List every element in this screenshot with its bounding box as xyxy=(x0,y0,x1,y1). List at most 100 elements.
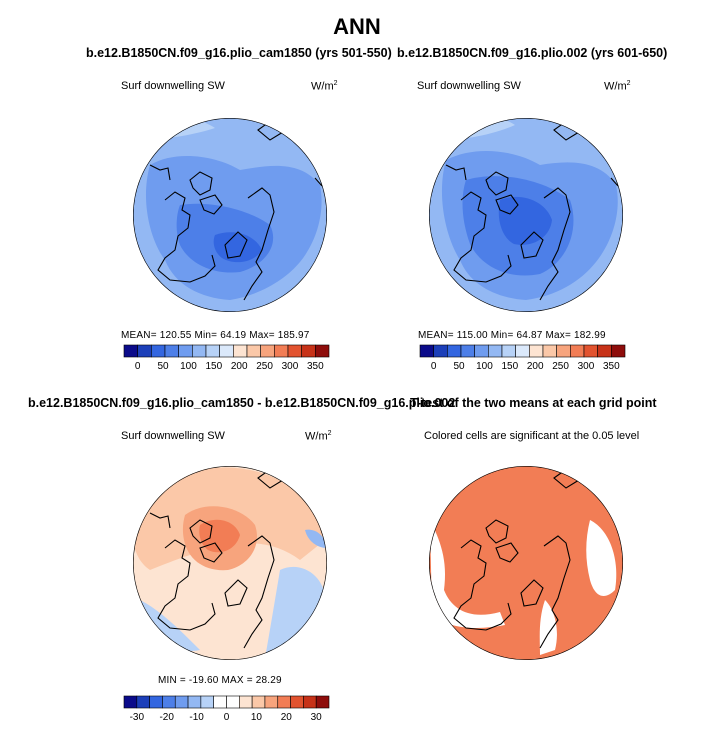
panel-2-colorbar: 0 50 100 150 200 250 300 350 xyxy=(419,344,626,372)
panel-3-coastlines xyxy=(149,466,286,649)
panel-3-colorbar-swatch xyxy=(315,695,330,709)
panel-2-colorbar-swatch xyxy=(570,344,585,358)
panel-2-colorbar-swatch xyxy=(611,344,626,358)
panel-2-colorbar-tick-label: 350 xyxy=(603,361,620,372)
panel-4-map xyxy=(429,466,623,660)
panel-3-colorbar-swatch xyxy=(123,695,138,709)
panel-1-colorbar-swatch xyxy=(123,344,138,358)
panel-1-colorbar-swatch xyxy=(178,344,193,358)
panel-3-colorbar-tick-label: -30 xyxy=(130,712,145,723)
panel-3-colorbar-swatch xyxy=(251,695,266,709)
panel-2-colorbar-swatch xyxy=(488,344,503,358)
panel-3-colorbar-tick-label: -10 xyxy=(189,712,204,723)
panel-2-variable-label: Surf downwelling SW xyxy=(417,80,521,92)
panel-1-colorbar-swatch xyxy=(137,344,152,358)
panel-2-colorbar-tick-label: 100 xyxy=(476,361,493,372)
panel-1-colorbar-tick-label: 200 xyxy=(231,361,248,372)
panel-2-colorbar-swatch xyxy=(515,344,530,358)
panel-3-colorbar-tick-label: 0 xyxy=(224,712,230,723)
panel-3-colorbar-swatch xyxy=(136,695,150,709)
panel-1-colorbar-swatch xyxy=(151,344,166,358)
panel-1-colorbar-tick-label: 100 xyxy=(180,361,197,372)
panel-1-colorbar-tick-label: 150 xyxy=(205,361,222,372)
panel-3-units: W/m2 xyxy=(305,430,332,443)
panel-2-colorbar-swatch xyxy=(501,344,516,358)
panel-2-colorbar-swatch xyxy=(542,344,557,358)
panel-2-colorbar-tick-label: 50 xyxy=(453,361,465,372)
panel-1-colorbar-tick-label: 50 xyxy=(157,361,169,372)
panel-3-variable-label: Surf downwelling SW xyxy=(121,430,225,442)
panel-1-variable-label: Surf downwelling SW xyxy=(121,80,225,92)
panel-2-colorbar-swatch xyxy=(583,344,598,358)
panel-1-colorbar-swatch xyxy=(287,344,302,358)
panel-1-colorbar-swatch xyxy=(192,344,207,358)
figure-title: ANN xyxy=(333,14,381,39)
panel-1-colorbar-swatch xyxy=(246,344,261,358)
panel-3-colorbar-swatch xyxy=(277,695,291,709)
panel-3-colorbar-swatch xyxy=(290,695,304,709)
panel-3-colorbar-swatch xyxy=(239,695,253,709)
panel-4-nonsig-west xyxy=(430,520,505,628)
panel-1-colorbar-swatch xyxy=(233,344,248,358)
panel-2-colorbar-swatch xyxy=(433,344,448,358)
panel-2-colorbar-tick-label: 300 xyxy=(578,361,595,372)
panel-1-colorbar-tick-label: 300 xyxy=(282,361,299,372)
panel-1-colorbar-swatch xyxy=(205,344,220,358)
panel-2-stats: MEAN= 115.00 Min= 64.87 Max= 182.99 xyxy=(418,330,606,341)
panel-1-coastlines xyxy=(149,118,323,301)
panel-3-colorbar-tick-label: 20 xyxy=(281,712,293,723)
panel-1-units: W/m2 xyxy=(311,80,338,93)
panel-1-colorbar-swatch xyxy=(260,344,275,358)
panel-2-colorbar-swatch xyxy=(556,344,571,358)
panel-3-colorbar-tick-label: 10 xyxy=(251,712,263,723)
panel-3-colorbar-swatch xyxy=(162,695,176,709)
panel-2-colorbar-tick-label: 250 xyxy=(552,361,569,372)
panel-3-field-cool-east xyxy=(265,566,325,658)
panel-3-stats: MIN = -19.60 MAX = 28.29 xyxy=(158,675,282,686)
panel-1-colorbar-tick-label: 0 xyxy=(135,361,141,372)
panel-1-colorbar-swatch xyxy=(219,344,234,358)
panel-2-units: W/m2 xyxy=(604,80,631,93)
panel-3-field-cool-south xyxy=(140,600,200,651)
panel-3-field-cold xyxy=(305,529,327,548)
panel-2-colorbar-swatch xyxy=(474,344,489,358)
panel-3-colorbar-swatch xyxy=(149,695,163,709)
panel-1-colorbar-swatch xyxy=(315,344,330,358)
panel-4-significant-cells xyxy=(429,466,623,660)
panel-2-colorbar-swatch xyxy=(529,344,544,358)
panel-2-title: b.e12.B1850CN.f09_g16.plio.002 (yrs 601-… xyxy=(397,46,668,60)
panel-1-stats: MEAN= 120.55 Min= 64.19 Max= 185.97 xyxy=(121,330,310,341)
panel-1-colorbar: 0 50 100 150 200 250 300 350 xyxy=(123,344,330,372)
panel-3-field-max xyxy=(199,519,240,553)
panel-3-colorbar-tick-label: -20 xyxy=(159,712,174,723)
panel-2-field-min xyxy=(498,196,552,245)
panel-2-coastlines xyxy=(445,118,619,301)
panel-2-colorbar-tick-label: 150 xyxy=(501,361,518,372)
panel-2-colorbar-swatch xyxy=(460,344,475,358)
panel-2-colorbar-swatch xyxy=(447,344,462,358)
panel-3-colorbar-swatch xyxy=(303,695,317,709)
panel-2-colorbar-swatch xyxy=(597,344,612,358)
panel-2-map xyxy=(429,118,623,312)
panel-3-colorbar-swatch xyxy=(213,695,227,709)
panel-1-colorbar-swatch xyxy=(301,344,316,358)
panel-1-colorbar-tick-label: 350 xyxy=(307,361,324,372)
panel-3-colorbar-swatch xyxy=(200,695,214,709)
panel-3-colorbar-tick-label: 30 xyxy=(311,712,323,723)
panel-3-colorbar: -30 -20 -10 0 10 20 30 xyxy=(123,695,330,723)
panel-3-map xyxy=(133,466,327,660)
panel-2-colorbar-tick-label: 0 xyxy=(431,361,437,372)
panel-4-title: T-test of the two means at each grid poi… xyxy=(410,396,657,410)
panel-1-colorbar-tick-label: 250 xyxy=(256,361,273,372)
panel-3-title: b.e12.B1850CN.f09_g16.plio_cam1850 - b.e… xyxy=(28,396,456,410)
panel-4-subtitle: Colored cells are significant at the 0.0… xyxy=(424,430,640,442)
panel-2-colorbar-swatch xyxy=(419,344,434,358)
panel-2-colorbar-tick-label: 200 xyxy=(527,361,544,372)
panel-3-colorbar-swatch xyxy=(174,695,189,709)
panel-4-nonsig-east xyxy=(586,520,617,596)
panel-1-title: b.e12.B1850CN.f09_g16.plio_cam1850 (yrs … xyxy=(86,46,392,60)
panel-1-map xyxy=(133,118,327,312)
panel-1-colorbar-swatch xyxy=(164,344,179,358)
panel-3-colorbar-swatch xyxy=(264,695,279,709)
